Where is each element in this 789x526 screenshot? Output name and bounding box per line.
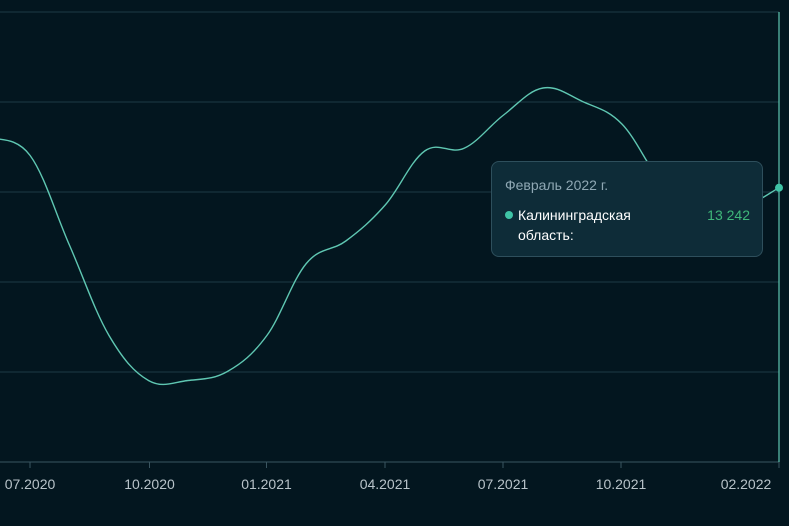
- data-point: [225, 370, 229, 374]
- data-point: [147, 379, 151, 383]
- data-point: [423, 149, 427, 153]
- tooltip-value: 13 242: [707, 207, 750, 223]
- data-point: [28, 154, 32, 158]
- hover-point-marker: [775, 183, 783, 192]
- x-tick-label: 10.2020: [124, 476, 175, 492]
- data-point: [620, 122, 624, 126]
- data-point: [344, 239, 348, 243]
- data-point: [541, 86, 545, 90]
- data-point: [265, 334, 269, 338]
- x-tick-label: 07.2020: [5, 476, 56, 492]
- tooltip-series: Калининградская область:: [505, 205, 658, 245]
- series-line-kaliningrad: [0, 86, 780, 386]
- data-point: [462, 146, 466, 150]
- series-layer: [0, 86, 783, 386]
- data-point: [581, 100, 585, 104]
- x-tick-label: 02.2022: [721, 476, 772, 492]
- series-dot-icon: [505, 211, 513, 219]
- x-tick-label: 10.2021: [596, 476, 647, 492]
- x-tick-label: 07.2021: [478, 476, 529, 492]
- x-tick-labels: 07.2020 10.2020 01.2021 04.2021 07.2021 10.20…: [5, 462, 780, 492]
- data-point: [186, 379, 190, 383]
- tooltip-title: Февраль 2022 г.: [505, 177, 609, 193]
- data-point: [502, 113, 506, 117]
- tooltip-row: Калининградская область: 13 242: [505, 205, 750, 245]
- tooltip-series-name: Калининградская область:: [518, 207, 631, 243]
- data-point: [304, 262, 308, 266]
- data-point: [383, 203, 387, 207]
- x-tick-label: 01.2021: [241, 476, 292, 492]
- tooltip: Февраль 2022 г. Калининградская область:…: [491, 161, 763, 257]
- data-point: [107, 334, 111, 338]
- data-point: [68, 244, 72, 248]
- grid-lines: [0, 11, 779, 373]
- x-tick-label: 04.2021: [360, 476, 411, 492]
